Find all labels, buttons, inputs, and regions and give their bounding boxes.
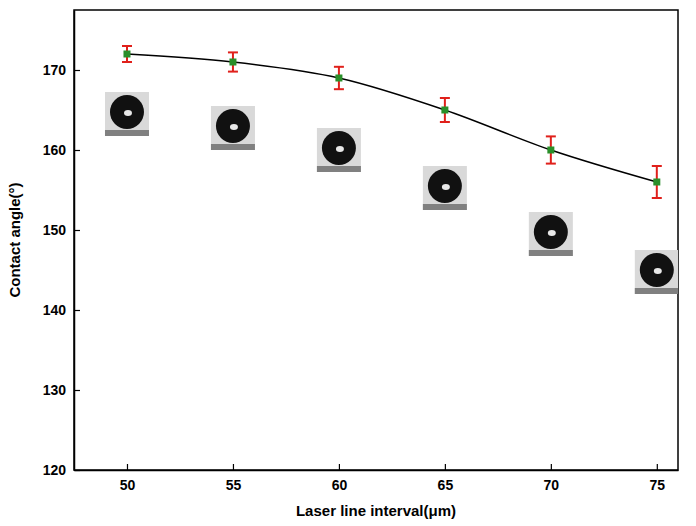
tick-mark bbox=[74, 150, 80, 151]
tick: 160 bbox=[43, 142, 80, 158]
point bbox=[441, 107, 448, 114]
plot-frame bbox=[74, 10, 678, 470]
marks bbox=[122, 46, 662, 198]
tick-mark bbox=[339, 464, 340, 470]
error-bar bbox=[440, 98, 450, 122]
error-bar-line bbox=[546, 163, 556, 165]
tick-mark bbox=[74, 390, 80, 391]
inset-droplet bbox=[216, 109, 250, 143]
tick-label: 150 bbox=[43, 222, 67, 238]
chart: 50 55 60 65 70 75 120 130 140 150 160 170 Laser line… bbox=[0, 0, 696, 526]
tick-label: 50 bbox=[120, 477, 136, 493]
inset-highlight bbox=[654, 268, 662, 274]
inset-surface bbox=[211, 144, 255, 150]
droplet-insets bbox=[105, 92, 678, 294]
inset-highlight bbox=[336, 146, 344, 152]
y-axis-title: Contact angle(°) bbox=[6, 182, 23, 297]
error-bar-line bbox=[122, 45, 132, 47]
error-bar-line bbox=[440, 97, 450, 99]
tick-mark bbox=[74, 470, 80, 471]
inset-background bbox=[105, 92, 149, 136]
point bbox=[123, 51, 130, 58]
inset-highlight bbox=[548, 230, 556, 236]
tick: 170 bbox=[43, 62, 80, 78]
axis-line bbox=[75, 470, 679, 472]
tick-label: 70 bbox=[544, 477, 560, 493]
tick: 140 bbox=[43, 302, 80, 318]
error-bar-line bbox=[334, 88, 344, 90]
line bbox=[127, 54, 657, 182]
tick-mark bbox=[74, 230, 80, 231]
inset-background bbox=[317, 128, 361, 172]
tick: 75 bbox=[650, 464, 666, 493]
tick: 60 bbox=[332, 464, 348, 493]
tick: 120 bbox=[43, 462, 80, 478]
error-bar-line bbox=[652, 197, 662, 199]
inset-droplet bbox=[322, 131, 356, 165]
inset-background bbox=[635, 250, 678, 294]
tick: 65 bbox=[438, 464, 454, 493]
tick-label: 170 bbox=[43, 62, 67, 78]
inset-surface bbox=[105, 130, 149, 136]
tick-label: 60 bbox=[332, 477, 348, 493]
tick-label: 65 bbox=[438, 477, 454, 493]
inset-droplet bbox=[640, 253, 674, 287]
inset-droplet bbox=[110, 95, 144, 129]
inset-background bbox=[211, 106, 255, 150]
tick-mark bbox=[657, 464, 658, 470]
inset-surface bbox=[529, 250, 573, 256]
inset-surface bbox=[423, 204, 467, 210]
point bbox=[547, 147, 554, 154]
inset-background bbox=[423, 166, 467, 210]
tick: 50 bbox=[120, 464, 136, 493]
inset-highlight bbox=[442, 184, 450, 190]
error-bar bbox=[652, 166, 662, 198]
error-bar-line bbox=[652, 165, 662, 167]
error-bar bbox=[122, 46, 132, 62]
tick-label: 75 bbox=[650, 477, 666, 493]
tick-label: 140 bbox=[43, 302, 67, 318]
error-bar-line bbox=[228, 71, 238, 73]
tick: 55 bbox=[226, 464, 242, 493]
inset-surface bbox=[635, 288, 678, 294]
inset-surface bbox=[317, 166, 361, 172]
error-bar-line bbox=[122, 61, 132, 63]
error-bar bbox=[228, 52, 238, 71]
error-bar-line bbox=[440, 121, 450, 123]
tick-label: 160 bbox=[43, 142, 67, 158]
tick-mark bbox=[551, 464, 552, 470]
inset-highlight bbox=[230, 124, 238, 130]
tick-label: 130 bbox=[43, 382, 67, 398]
y-axis: 120 130 140 150 160 170 bbox=[43, 11, 80, 478]
tick-mark bbox=[74, 310, 80, 311]
x-axis: 50 55 60 65 70 75 bbox=[75, 464, 679, 493]
tick-mark bbox=[445, 464, 446, 470]
point bbox=[653, 179, 660, 186]
error-bar-line bbox=[546, 135, 556, 137]
error-bar-line bbox=[334, 66, 344, 68]
point bbox=[335, 75, 342, 82]
tick-mark bbox=[127, 464, 128, 470]
tick-mark bbox=[233, 464, 234, 470]
error-bar bbox=[546, 136, 556, 163]
axis-line bbox=[74, 11, 76, 471]
inset-highlight bbox=[124, 110, 132, 116]
tick-mark bbox=[74, 70, 80, 71]
inset-droplet bbox=[428, 169, 462, 203]
x-axis-title: Laser line interval(μm) bbox=[296, 502, 456, 519]
point bbox=[229, 59, 236, 66]
tick: 70 bbox=[544, 464, 560, 493]
tick-label: 120 bbox=[43, 462, 67, 478]
tick: 150 bbox=[43, 222, 80, 238]
inset-droplet bbox=[534, 215, 568, 249]
error-bar-line bbox=[228, 51, 238, 53]
tick-label: 55 bbox=[226, 477, 242, 493]
tick: 130 bbox=[43, 382, 80, 398]
plot: 50 55 60 65 70 75 120 130 140 150 160 170 bbox=[43, 10, 679, 493]
error-bar bbox=[334, 67, 344, 89]
inset-background bbox=[529, 212, 573, 256]
